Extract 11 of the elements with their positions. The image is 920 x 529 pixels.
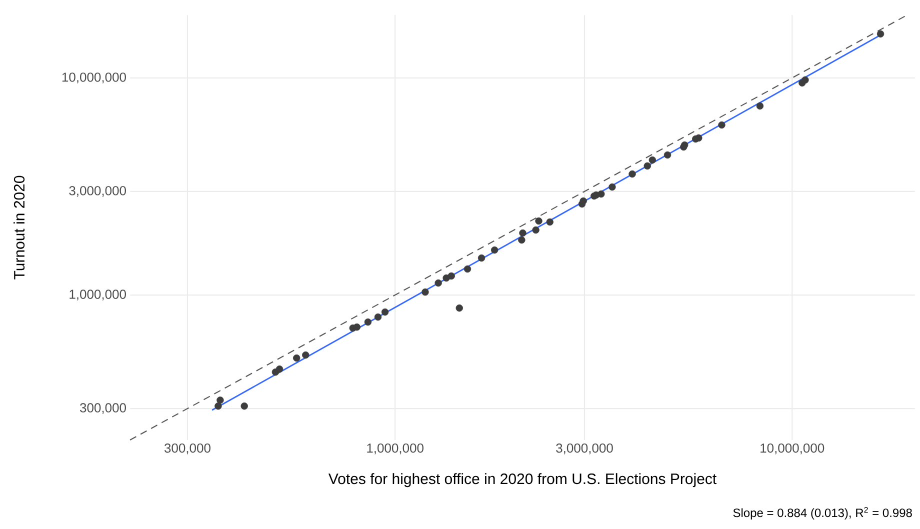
y-tick-label: 10,000,000 — [62, 72, 126, 84]
text: Slope = 0.884 (0.013), R$^{2}$ = 0.998 — [733, 507, 912, 520]
y-axis-title: Turnout in 2020 — [14, 176, 25, 280]
x-axis-title: Votes for highest office in 2020 from U.S. Elections Project — [328, 473, 717, 488]
x-tick-label: 1,000,000 — [367, 444, 424, 454]
y-tick-label: 1,000,000 — [70, 290, 126, 300]
x-tick-label: 10,000,000 — [760, 444, 824, 454]
x-tick-label: 3,000,000 — [556, 444, 613, 454]
x-tick-label: 300,000 — [164, 444, 210, 454]
y-tick-label: 300,000 — [80, 403, 126, 414]
y-tick-label: 3,000,000 — [69, 186, 126, 197]
